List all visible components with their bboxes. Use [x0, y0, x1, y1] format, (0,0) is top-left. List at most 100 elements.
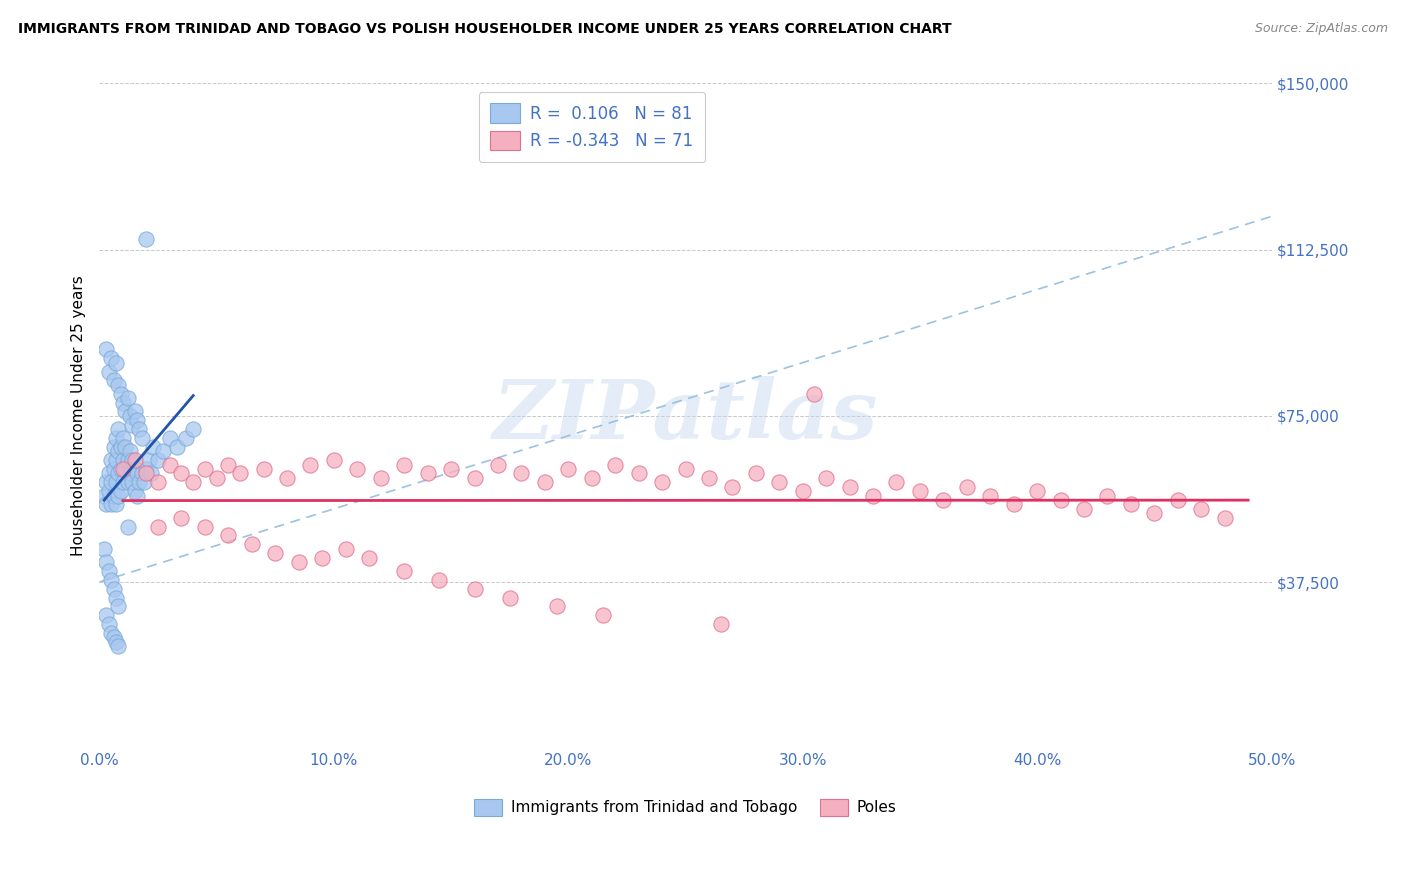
Point	[194, 462, 217, 476]
Point	[181, 422, 204, 436]
Point	[128, 475, 150, 490]
Point	[627, 467, 650, 481]
Point	[463, 582, 485, 596]
Point	[132, 475, 155, 490]
Point	[311, 550, 333, 565]
Point	[146, 519, 169, 533]
Point	[124, 484, 146, 499]
Point	[131, 431, 153, 445]
Point	[118, 409, 141, 423]
Point	[1097, 489, 1119, 503]
Point	[96, 555, 118, 569]
Point	[103, 440, 125, 454]
Point	[110, 386, 132, 401]
Y-axis label: Householder Income Under 25 years: Householder Income Under 25 years	[72, 276, 86, 557]
Point	[103, 582, 125, 596]
Point	[264, 546, 287, 560]
Point	[440, 462, 463, 476]
Point	[97, 564, 120, 578]
Point	[121, 453, 143, 467]
Point	[252, 462, 274, 476]
Point	[103, 489, 125, 503]
Point	[110, 462, 132, 476]
Point	[117, 519, 139, 533]
Point	[124, 404, 146, 418]
Point	[1073, 501, 1095, 516]
Point	[194, 519, 217, 533]
Point	[886, 475, 908, 490]
Point	[97, 467, 120, 481]
Point	[592, 608, 614, 623]
Point	[131, 467, 153, 481]
Point	[139, 467, 162, 481]
Point	[792, 484, 814, 499]
Point	[118, 467, 141, 481]
Point	[1026, 484, 1049, 499]
Point	[100, 573, 122, 587]
Text: IMMIGRANTS FROM TRINIDAD AND TOBAGO VS POLISH HOUSEHOLDER INCOME UNDER 25 YEARS : IMMIGRANTS FROM TRINIDAD AND TOBAGO VS P…	[18, 22, 952, 37]
Point	[581, 471, 603, 485]
Point	[107, 599, 129, 614]
Point	[510, 467, 533, 481]
Point	[979, 489, 1001, 503]
Point	[100, 453, 122, 467]
Point	[97, 364, 120, 378]
Point	[100, 351, 122, 366]
Point	[1167, 493, 1189, 508]
Point	[427, 573, 450, 587]
Point	[104, 356, 127, 370]
Point	[125, 413, 148, 427]
Point	[956, 480, 979, 494]
Point	[287, 555, 309, 569]
Point	[166, 440, 188, 454]
Text: Source: ZipAtlas.com: Source: ZipAtlas.com	[1254, 22, 1388, 36]
Point	[125, 489, 148, 503]
Point	[124, 453, 146, 467]
Point	[107, 377, 129, 392]
Point	[170, 510, 193, 524]
Point	[121, 417, 143, 432]
Point	[370, 471, 392, 485]
Point	[486, 458, 509, 472]
Point	[114, 462, 136, 476]
Point	[803, 386, 825, 401]
Point	[135, 231, 157, 245]
Point	[111, 431, 134, 445]
Point	[111, 475, 134, 490]
Point	[104, 475, 127, 490]
Point	[107, 640, 129, 654]
Point	[93, 489, 115, 503]
Point	[118, 444, 141, 458]
Point	[97, 617, 120, 632]
Point	[104, 453, 127, 467]
Point	[322, 453, 344, 467]
Point	[463, 471, 485, 485]
Point	[675, 462, 697, 476]
Point	[96, 608, 118, 623]
Point	[932, 493, 955, 508]
Point	[104, 591, 127, 605]
Point	[146, 475, 169, 490]
Point	[107, 489, 129, 503]
Point	[240, 537, 263, 551]
Point	[135, 462, 157, 476]
Point	[104, 431, 127, 445]
Point	[276, 471, 298, 485]
Point	[392, 458, 415, 472]
Point	[838, 480, 860, 494]
Point	[146, 453, 169, 467]
Point	[651, 475, 673, 490]
Point	[117, 391, 139, 405]
Point	[1119, 498, 1142, 512]
Point	[114, 440, 136, 454]
Point	[710, 617, 733, 632]
Point	[745, 467, 768, 481]
Point	[124, 462, 146, 476]
Point	[335, 541, 357, 556]
Point	[174, 431, 197, 445]
Point	[117, 453, 139, 467]
Point	[111, 462, 134, 476]
Point	[357, 550, 380, 565]
Text: ZIPatlas: ZIPatlas	[492, 376, 879, 456]
Point	[392, 564, 415, 578]
